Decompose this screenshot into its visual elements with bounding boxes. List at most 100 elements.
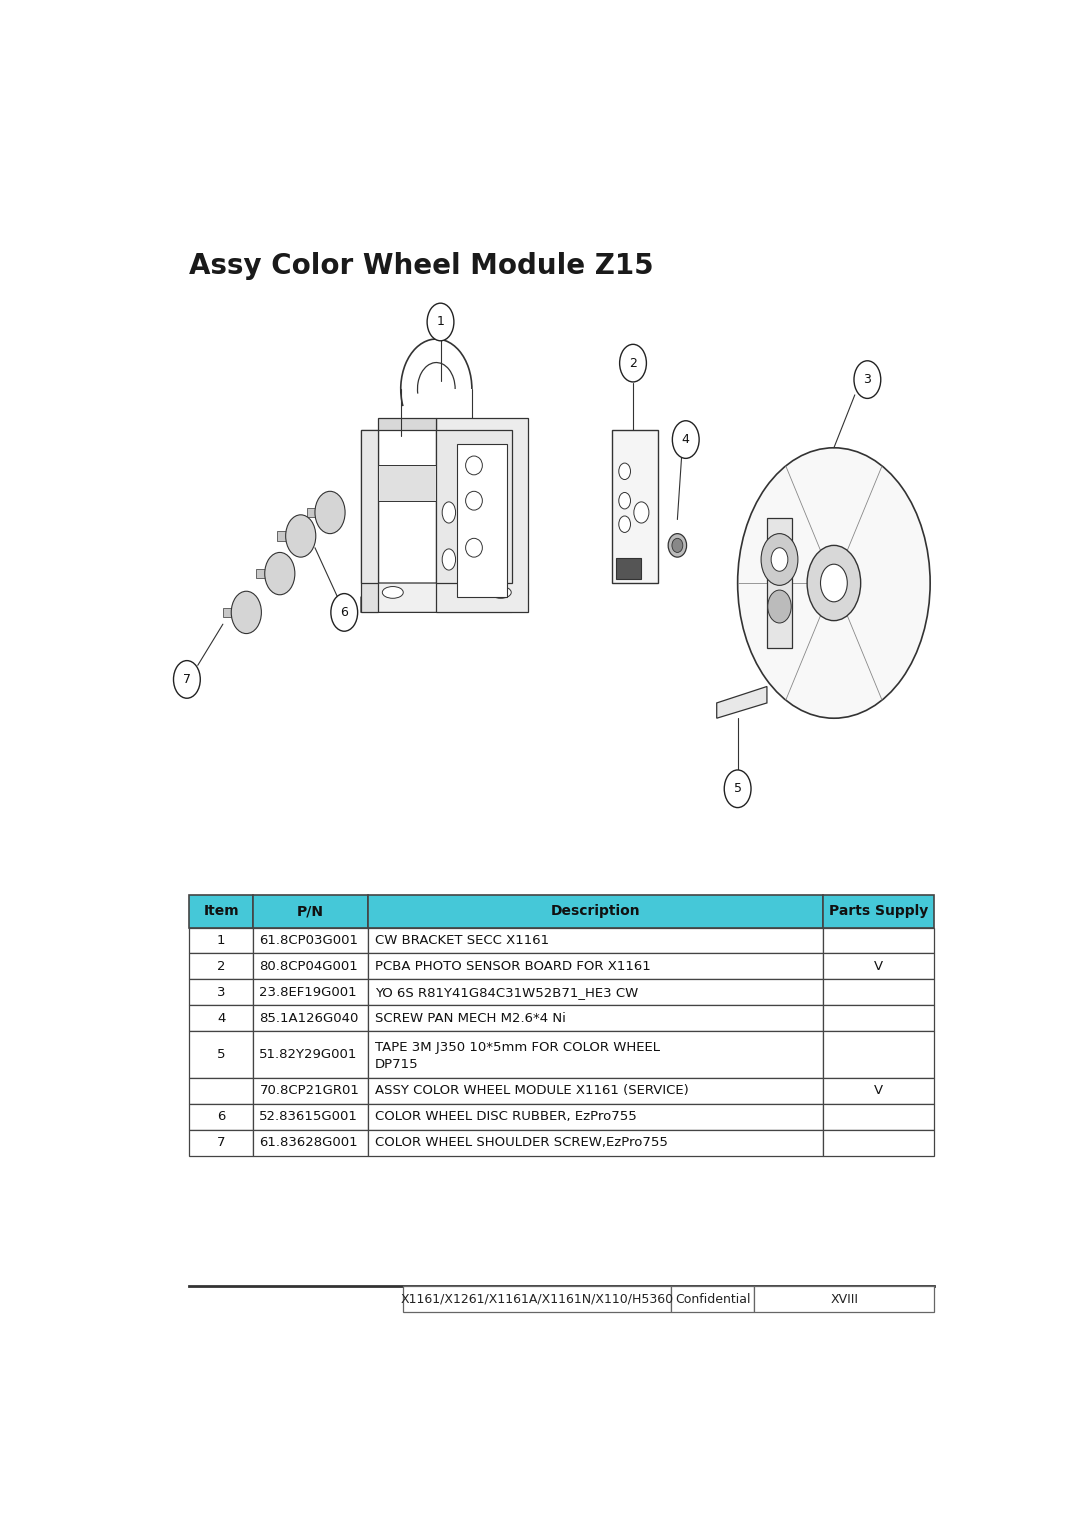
FancyBboxPatch shape	[823, 895, 934, 927]
FancyBboxPatch shape	[253, 979, 368, 1005]
Text: 3: 3	[863, 373, 872, 386]
Text: 7: 7	[217, 1136, 226, 1150]
Text: CW BRACKET SECC X1161: CW BRACKET SECC X1161	[375, 935, 549, 947]
FancyBboxPatch shape	[617, 559, 642, 579]
Polygon shape	[767, 518, 792, 647]
FancyBboxPatch shape	[256, 570, 273, 579]
Circle shape	[265, 553, 295, 596]
Polygon shape	[361, 583, 528, 612]
Text: 61.83628G001: 61.83628G001	[259, 1136, 359, 1150]
FancyBboxPatch shape	[368, 1078, 823, 1104]
Text: 6: 6	[217, 1110, 226, 1124]
Text: Confidential: Confidential	[675, 1292, 751, 1306]
Text: 80.8CP04G001: 80.8CP04G001	[259, 960, 359, 973]
Circle shape	[330, 594, 357, 631]
Ellipse shape	[672, 539, 683, 553]
Circle shape	[761, 533, 798, 585]
FancyBboxPatch shape	[253, 1031, 368, 1078]
Circle shape	[821, 563, 848, 602]
Text: Item: Item	[203, 904, 239, 918]
Circle shape	[854, 360, 881, 399]
Circle shape	[619, 493, 631, 508]
Text: TAPE 3M J350 10*5mm FOR COLOR WHEEL: TAPE 3M J350 10*5mm FOR COLOR WHEEL	[375, 1041, 660, 1054]
FancyBboxPatch shape	[823, 1130, 934, 1156]
Ellipse shape	[490, 586, 511, 599]
FancyBboxPatch shape	[253, 895, 368, 927]
Circle shape	[673, 421, 699, 458]
Text: X1161/X1261/X1161A/X1161N/X110/H5360: X1161/X1261/X1161A/X1161N/X110/H5360	[401, 1292, 673, 1306]
Circle shape	[427, 304, 454, 341]
Text: YO 6S R81Y41G84C31W52B71_HE3 CW: YO 6S R81Y41G84C31W52B71_HE3 CW	[375, 986, 638, 999]
Text: 6: 6	[340, 606, 348, 618]
Text: 52.83615G001: 52.83615G001	[259, 1110, 359, 1124]
Text: 85.1A126G040: 85.1A126G040	[259, 1011, 359, 1025]
FancyBboxPatch shape	[368, 979, 823, 1005]
Circle shape	[174, 661, 200, 698]
FancyBboxPatch shape	[457, 444, 508, 597]
Ellipse shape	[465, 539, 483, 557]
Polygon shape	[361, 431, 378, 583]
Text: 4: 4	[217, 1011, 226, 1025]
Polygon shape	[361, 431, 378, 612]
FancyBboxPatch shape	[307, 508, 323, 518]
Text: XVIII: XVIII	[831, 1292, 859, 1306]
Ellipse shape	[442, 502, 456, 524]
Circle shape	[634, 502, 649, 524]
FancyBboxPatch shape	[368, 927, 823, 953]
Circle shape	[620, 344, 647, 382]
FancyBboxPatch shape	[189, 1031, 253, 1078]
Text: 23.8EF19G001: 23.8EF19G001	[259, 986, 357, 999]
Text: COLOR WHEEL DISC RUBBER, EzPro755: COLOR WHEEL DISC RUBBER, EzPro755	[375, 1110, 636, 1124]
Text: P/N: P/N	[297, 904, 324, 918]
FancyBboxPatch shape	[189, 1104, 253, 1130]
FancyBboxPatch shape	[253, 953, 368, 979]
Polygon shape	[436, 418, 528, 612]
Text: Parts Supply: Parts Supply	[828, 904, 928, 918]
Text: 70.8CP21GR01: 70.8CP21GR01	[259, 1084, 360, 1098]
Circle shape	[231, 591, 261, 634]
Circle shape	[807, 545, 861, 620]
FancyBboxPatch shape	[189, 1130, 253, 1156]
FancyBboxPatch shape	[612, 431, 658, 583]
Ellipse shape	[442, 548, 456, 570]
Text: COLOR WHEEL SHOULDER SCREW,EzPro755: COLOR WHEEL SHOULDER SCREW,EzPro755	[375, 1136, 667, 1150]
Text: 1: 1	[436, 316, 445, 328]
Text: 2: 2	[629, 357, 637, 370]
Text: Description: Description	[551, 904, 640, 918]
Polygon shape	[378, 418, 436, 431]
FancyBboxPatch shape	[368, 895, 823, 927]
Text: ASSY COLOR WHEEL MODULE X1161 (SERVICE): ASSY COLOR WHEEL MODULE X1161 (SERVICE)	[375, 1084, 689, 1098]
FancyBboxPatch shape	[823, 953, 934, 979]
FancyBboxPatch shape	[368, 1005, 823, 1031]
Polygon shape	[436, 431, 512, 583]
Text: 4: 4	[681, 434, 690, 446]
Text: 1: 1	[217, 935, 226, 947]
FancyBboxPatch shape	[368, 1031, 823, 1078]
Text: 51.82Y29G001: 51.82Y29G001	[259, 1048, 357, 1061]
FancyBboxPatch shape	[189, 979, 253, 1005]
FancyBboxPatch shape	[253, 1130, 368, 1156]
Text: Assy Color Wheel Module Z15: Assy Color Wheel Module Z15	[189, 252, 654, 279]
Circle shape	[619, 516, 631, 533]
Text: SCREW PAN MECH M2.6*4 Ni: SCREW PAN MECH M2.6*4 Ni	[375, 1011, 566, 1025]
Text: 7: 7	[183, 673, 191, 686]
FancyBboxPatch shape	[823, 1005, 934, 1031]
Polygon shape	[378, 466, 436, 501]
FancyBboxPatch shape	[368, 953, 823, 979]
Ellipse shape	[465, 492, 483, 510]
Circle shape	[315, 492, 346, 533]
FancyBboxPatch shape	[823, 927, 934, 953]
FancyBboxPatch shape	[253, 927, 368, 953]
Circle shape	[771, 548, 788, 571]
Text: 2: 2	[217, 960, 226, 973]
Text: PCBA PHOTO SENSOR BOARD FOR X1161: PCBA PHOTO SENSOR BOARD FOR X1161	[375, 960, 650, 973]
Circle shape	[738, 447, 930, 718]
Circle shape	[768, 589, 792, 623]
FancyBboxPatch shape	[222, 608, 240, 617]
FancyBboxPatch shape	[189, 1078, 253, 1104]
FancyBboxPatch shape	[368, 1130, 823, 1156]
FancyBboxPatch shape	[754, 1286, 934, 1312]
Text: 5: 5	[217, 1048, 226, 1061]
FancyBboxPatch shape	[189, 927, 253, 953]
Text: V: V	[874, 1084, 883, 1098]
